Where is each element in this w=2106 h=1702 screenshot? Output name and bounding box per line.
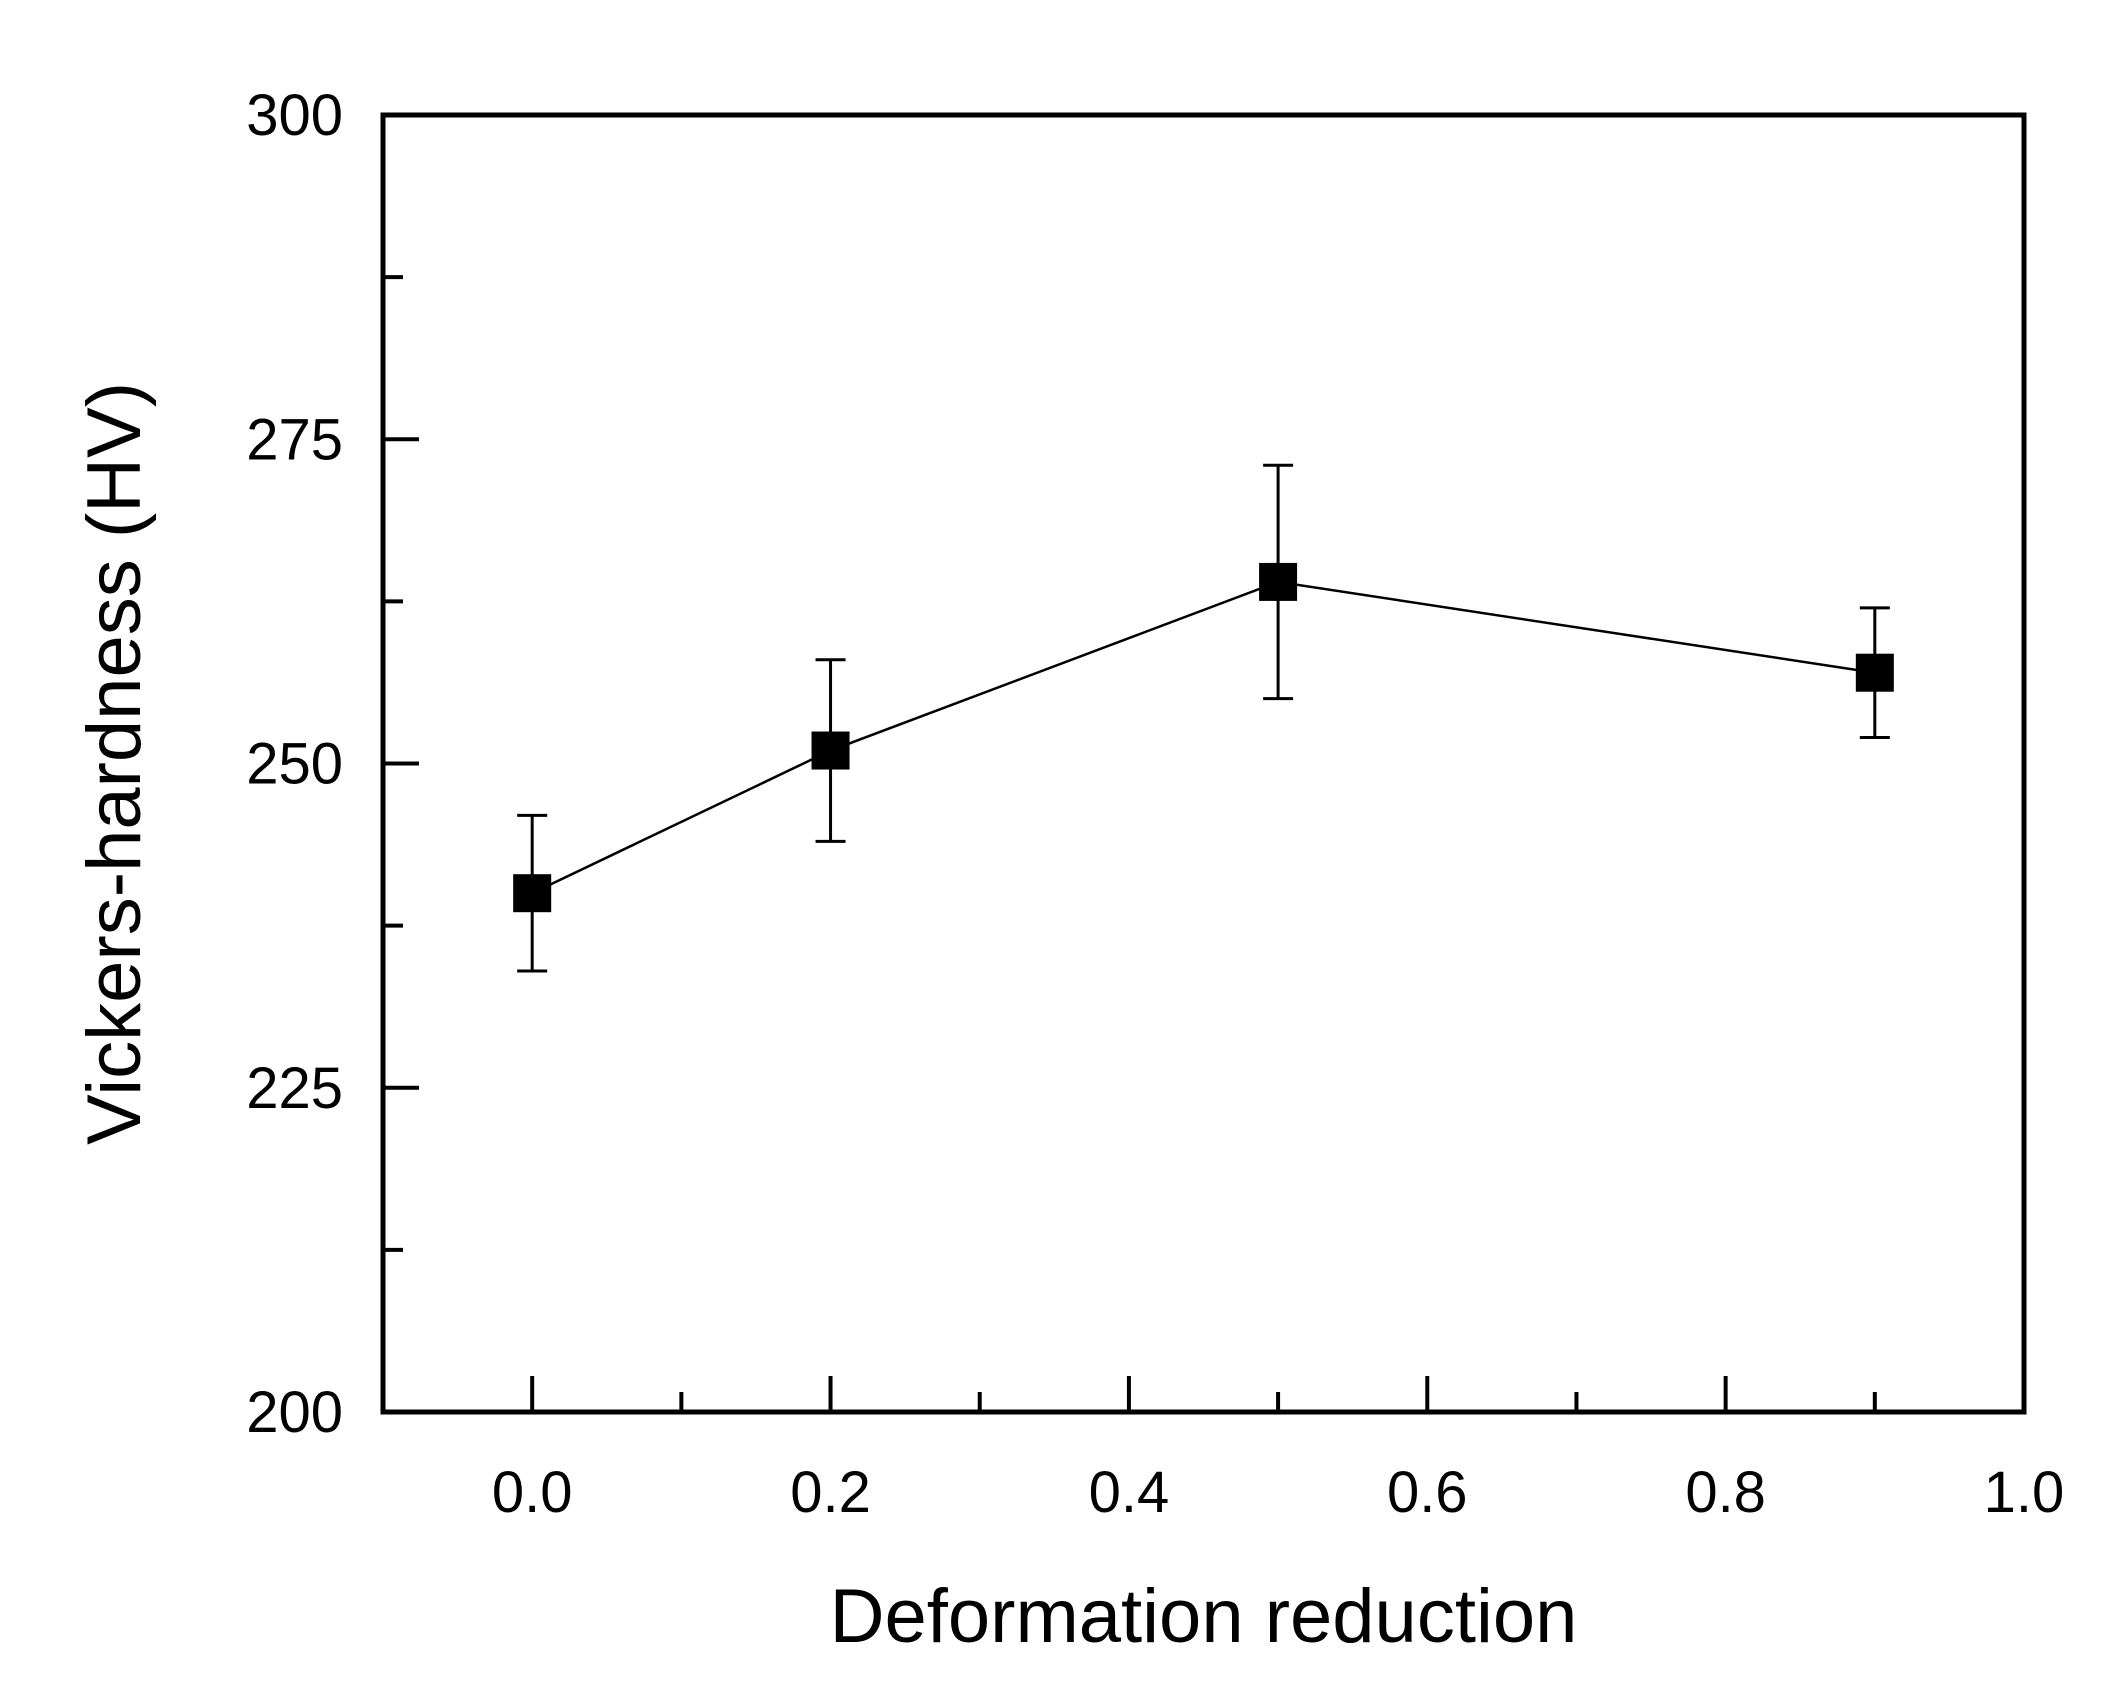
data-point	[1259, 562, 1298, 601]
axis-tick-labels: 0.0 0.2 0.4 0.6 0.8 1.0 200 225 250 275 300	[246, 83, 2064, 1525]
x-tick-label: 0.2	[790, 1460, 871, 1525]
x-tick-label: 0.4	[1089, 1460, 1170, 1525]
y-tick-label: 300	[246, 83, 343, 148]
y-tick-label: 200	[246, 1380, 343, 1445]
plot-frame	[380, 112, 2027, 1415]
axis-ticks	[383, 113, 2026, 1414]
y-tick-label: 225	[246, 1056, 343, 1121]
series-line	[531, 580, 1876, 895]
y-tick-label: 275	[246, 407, 343, 472]
x-tick-label: 0.0	[492, 1460, 573, 1525]
data-point	[811, 731, 850, 770]
x-tick-label: 0.6	[1387, 1460, 1468, 1525]
data-series	[513, 463, 1894, 973]
data-point	[513, 874, 552, 913]
y-tick-label: 250	[246, 732, 343, 797]
x-axis-title: Deformation reduction	[830, 1574, 1578, 1659]
y-axis-title: Vickers-hardness (HV)	[72, 382, 157, 1145]
x-tick-label: 0.8	[1685, 1460, 1766, 1525]
data-point	[1855, 653, 1894, 692]
x-tick-label: 1.0	[1984, 1460, 2065, 1525]
